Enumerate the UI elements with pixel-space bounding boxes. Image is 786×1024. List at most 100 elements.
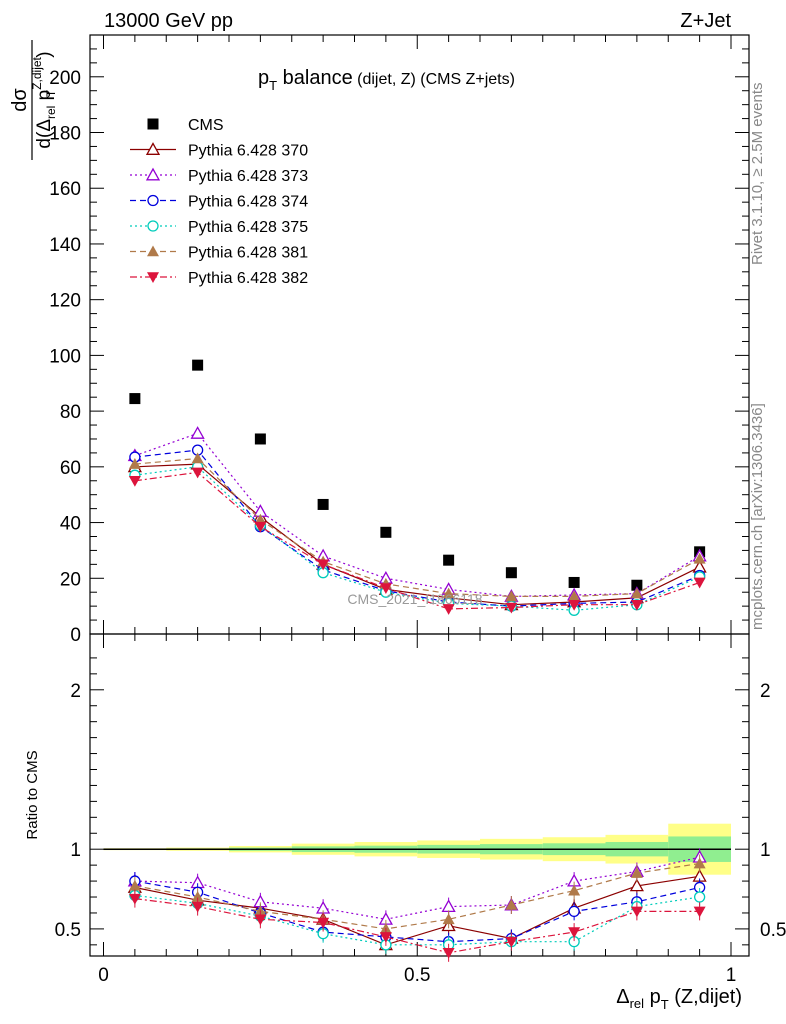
data-point — [568, 599, 581, 611]
legend-marker — [145, 167, 161, 181]
legend-label: Pythia 6.428 375 — [188, 219, 308, 236]
ratio-point — [568, 927, 581, 939]
x-tick-label: 1 — [726, 965, 737, 986]
data-point — [505, 602, 518, 614]
y-tick-label: 80 — [60, 402, 81, 423]
ratio-line — [134, 862, 700, 930]
data-point — [191, 467, 204, 479]
energy-label: 13000 GeV pp — [104, 10, 233, 32]
series-line — [134, 466, 700, 611]
y-tick-label-right: 1 — [760, 840, 771, 861]
data-point — [442, 587, 455, 599]
y-tick-label: 120 — [49, 291, 81, 312]
y-label-denominator: d(Δrel pZ,dijetT) — [30, 51, 58, 148]
data-point — [254, 433, 266, 445]
data-point — [254, 521, 267, 533]
ratio-point — [379, 932, 392, 943]
title-small: (dijet, Z) (CMS Z+jets) — [353, 71, 515, 88]
data-point — [631, 579, 643, 591]
ratio-point — [568, 884, 581, 896]
data-point — [190, 426, 205, 439]
ratio-line — [134, 856, 700, 920]
series-line — [134, 432, 700, 598]
data-point — [630, 587, 643, 599]
ratio-point — [693, 906, 706, 918]
legend-label: Pythia 6.428 374 — [188, 194, 308, 211]
y-tick-label: 2 — [70, 681, 81, 702]
y-axis-label-ratio: Ratio to CMS — [24, 750, 41, 839]
data-point — [380, 526, 392, 538]
y-tick-label-right: 0.5 — [760, 920, 786, 941]
data-point — [505, 567, 517, 579]
data-point — [568, 576, 580, 588]
legend-marker — [147, 118, 159, 130]
y-tick-label-right: 2 — [760, 681, 771, 702]
y-tick-label: 140 — [49, 235, 81, 256]
process-label: Z+Jet — [680, 10, 731, 32]
data-point — [693, 577, 706, 589]
data-point — [505, 590, 518, 602]
data-point — [128, 458, 141, 469]
ratio-line — [134, 894, 700, 946]
rivet-label: Rivet 3.1.10, ≥ 2.5M events — [749, 83, 766, 266]
y-tick-label: 160 — [49, 179, 81, 200]
data-point — [443, 554, 455, 566]
main-panel: 0 20 40 60 80 100 120 140 160 180 200 CMS Pythia 6.4… — [49, 34, 750, 646]
legend-marker — [147, 245, 159, 257]
data-point — [630, 599, 643, 611]
y-tick-label: 20 — [60, 569, 81, 590]
legend-label: Pythia 6.428 382 — [188, 270, 308, 287]
y-tick-label: 0 — [70, 625, 81, 646]
data-point — [568, 590, 581, 602]
data-point — [379, 583, 392, 595]
legend-label: CMS — [188, 117, 224, 134]
data-point — [317, 559, 330, 571]
legend-marker — [145, 142, 161, 155]
series-line — [134, 457, 700, 597]
mcplots-label: mcplots.cern.ch [arXiv:1306.3436] — [749, 403, 766, 630]
series-line — [134, 463, 700, 606]
ratio-point — [505, 936, 518, 948]
y-tick-label: 180 — [49, 124, 81, 145]
legend-label: Pythia 6.428 370 — [188, 143, 308, 160]
data-point — [192, 359, 204, 371]
y-tick-label: 40 — [60, 514, 81, 535]
ratio-point — [630, 867, 643, 878]
ratio-point — [442, 948, 455, 959]
data-point — [191, 452, 204, 464]
ratio-point — [128, 893, 141, 905]
ratio-line — [134, 898, 700, 954]
ratio-frame — [89, 633, 750, 957]
analysis-watermark: CMS_2021_I1866118 — [347, 591, 482, 607]
y-label-numerator: dσ — [9, 88, 31, 112]
ratio-point — [128, 879, 141, 891]
data-point — [693, 552, 706, 564]
title-main: balance — [277, 67, 353, 89]
x-tick-label: 0.5 — [404, 965, 430, 986]
x-tick-label: 0 — [98, 965, 109, 986]
legend-marker — [147, 220, 159, 232]
ratio-point — [317, 917, 330, 929]
data-point — [254, 513, 267, 525]
ratio-line — [134, 880, 700, 943]
ratio-point — [505, 898, 518, 910]
ratio-point — [191, 891, 204, 902]
title-p: p — [258, 67, 269, 89]
ratio-point — [191, 901, 204, 913]
y-tick-label: 60 — [60, 458, 81, 479]
ratio-point — [629, 878, 644, 892]
ratio-point — [441, 899, 456, 913]
ratio-panel: 0 0.5 1 0.5 0.5 1 1 2 2 — [55, 633, 786, 986]
ratio-point — [693, 891, 706, 903]
series-line — [134, 471, 700, 610]
x-axis-label: Δrel pT (Z,dijet) — [616, 986, 742, 1012]
series-line — [134, 449, 700, 607]
y-tick-label: 1 — [70, 840, 81, 861]
data-point — [128, 475, 141, 487]
ratio-point — [693, 857, 706, 869]
plot-title: pT balance (dijet, Z) (CMS Z+jets) — [258, 67, 515, 93]
legend-label: Pythia 6.428 381 — [188, 245, 308, 262]
legend-marker — [147, 194, 159, 207]
y-tick-label: 200 — [49, 68, 81, 89]
